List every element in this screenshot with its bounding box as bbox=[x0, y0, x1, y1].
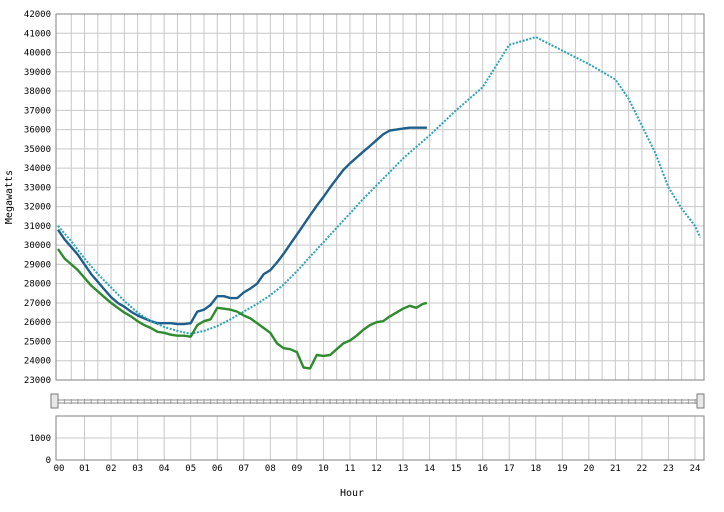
x-tick-label: 07 bbox=[238, 464, 249, 474]
x-tick-label: 21 bbox=[610, 464, 621, 474]
range-handle-right[interactable] bbox=[696, 393, 705, 409]
y-tick-label: 25000 bbox=[24, 337, 51, 347]
x-tick-label: 19 bbox=[557, 464, 568, 474]
y-tick-labels: 23000 24000 25000 26000 27000 28000 29000 30000… bbox=[24, 10, 51, 386]
x-tick-label: 18 bbox=[530, 464, 541, 474]
x-tick-label: 22 bbox=[636, 464, 647, 474]
lower-plot-frame bbox=[55, 415, 705, 461]
y-tick-label: 38000 bbox=[24, 87, 51, 97]
lower-y-tick-label: 1000 bbox=[29, 434, 51, 444]
y-tick-label: 41000 bbox=[24, 29, 51, 39]
lower-plot-gridlines bbox=[56, 416, 704, 460]
x-tick-label: 24 bbox=[690, 464, 701, 474]
y-tick-label: 30000 bbox=[24, 241, 51, 251]
series-line-2 bbox=[57, 36, 702, 335]
x-tick-label: 00 bbox=[54, 464, 65, 474]
x-tick-label: 06 bbox=[212, 464, 223, 474]
lower-y-tick-label: 0 bbox=[46, 456, 51, 466]
x-tick-label: 16 bbox=[477, 464, 488, 474]
y-tick-label: 32000 bbox=[24, 203, 51, 213]
y-tick-label: 24000 bbox=[24, 357, 51, 367]
main-plot-series bbox=[57, 36, 702, 370]
lower-y-tick-labels: 0 1000 bbox=[29, 434, 51, 466]
series-line-3 bbox=[57, 248, 428, 370]
y-tick-label: 42000 bbox=[24, 10, 51, 20]
y-tick-label: 36000 bbox=[24, 126, 51, 136]
x-tick-label: 13 bbox=[398, 464, 409, 474]
y-tick-label: 28000 bbox=[24, 280, 51, 290]
x-tick-label: 15 bbox=[451, 464, 462, 474]
x-tick-label: 08 bbox=[265, 464, 276, 474]
y-tick-label: 37000 bbox=[24, 106, 51, 116]
x-tick-label: 23 bbox=[663, 464, 674, 474]
x-tick-label: 04 bbox=[159, 464, 170, 474]
main-plot-gridlines bbox=[56, 13, 704, 381]
x-tick-label: 14 bbox=[424, 464, 435, 474]
x-tick-label: 03 bbox=[132, 464, 143, 474]
y-tick-label: 34000 bbox=[24, 164, 51, 174]
range-handle-left[interactable] bbox=[50, 393, 59, 409]
main-plot-frame bbox=[55, 13, 705, 381]
x-tick-label: 02 bbox=[106, 464, 117, 474]
x-tick-label: 05 bbox=[185, 464, 196, 474]
x-tick-label: 10 bbox=[318, 464, 329, 474]
y-axis-title: Megawatts bbox=[4, 170, 15, 224]
y-tick-label: 35000 bbox=[24, 145, 51, 155]
x-tick-label: 20 bbox=[583, 464, 594, 474]
x-tick-label: 01 bbox=[79, 464, 90, 474]
y-tick-label: 29000 bbox=[24, 260, 51, 270]
y-tick-label: 39000 bbox=[24, 68, 51, 78]
y-tick-label: 31000 bbox=[24, 222, 51, 232]
y-tick-label: 26000 bbox=[24, 318, 51, 328]
range-scrollbar[interactable] bbox=[50, 393, 705, 409]
y-tick-label: 33000 bbox=[24, 183, 51, 193]
y-tick-label: 27000 bbox=[24, 299, 51, 309]
x-tick-label: 11 bbox=[345, 464, 356, 474]
y-tick-label: 40000 bbox=[24, 49, 51, 59]
series-line-1 bbox=[57, 126, 427, 326]
x-tick-label: 17 bbox=[504, 464, 515, 474]
x-axis-title: Hour bbox=[340, 488, 364, 499]
x-tick-label: 09 bbox=[291, 464, 302, 474]
y-tick-label: 23000 bbox=[24, 376, 51, 386]
x-tick-label: 12 bbox=[371, 464, 382, 474]
x-tick-labels: 00 01 02 03 04 05 06 07 08 09 10 11 12 13 14 15 16 17 18 19… bbox=[54, 464, 701, 474]
